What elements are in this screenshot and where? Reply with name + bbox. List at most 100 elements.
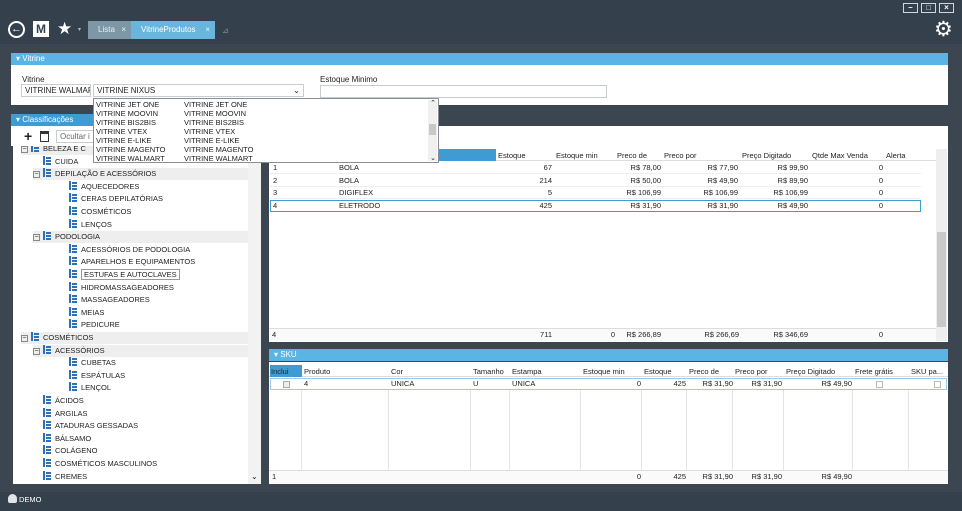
- add-icon[interactable]: +: [24, 128, 33, 144]
- checkbox[interactable]: [876, 381, 883, 388]
- chevron-down-icon[interactable]: ⌄: [251, 472, 258, 481]
- sku-column-header[interactable]: Preco por: [735, 367, 768, 376]
- table-cell: BOLA: [339, 175, 360, 185]
- dropdown-option[interactable]: VITRINE E-LIKE VITRINE E-LIKE: [96, 136, 426, 145]
- sku-column-header[interactable]: Estampa: [512, 367, 542, 376]
- chevron-up-icon[interactable]: ⌃: [430, 100, 436, 107]
- dropdown-option[interactable]: VITRINE BIS2BIS VITRINE BIS2BIS: [96, 118, 426, 127]
- logo-icon[interactable]: M: [33, 21, 49, 37]
- tree-node[interactable]: CUIDA: [43, 155, 78, 168]
- trash-icon[interactable]: [40, 131, 49, 142]
- collapse-toggle-icon[interactable]: −: [33, 234, 40, 242]
- dropdown-option[interactable]: VITRINE WALMART VITRINE WALMART: [96, 154, 426, 163]
- tree-node[interactable]: − PODOLOGIA: [33, 231, 248, 244]
- dropdown-option[interactable]: VITRINE JET ONE VITRINE JET ONE: [96, 100, 426, 109]
- option-name: VITRINE VTEX: [184, 127, 236, 136]
- vitrine-field[interactable]: VITRINE WALMAR: [21, 84, 91, 97]
- tree-node[interactable]: CERAS DEPILATÓRIAS: [69, 193, 163, 205]
- tree-scrollbar[interactable]: [248, 146, 261, 484]
- collapse-toggle-icon[interactable]: −: [33, 347, 40, 355]
- tree-node[interactable]: CUBETAS: [69, 357, 116, 369]
- table-row[interactable]: [270, 378, 947, 390]
- tree-node[interactable]: LENÇOL: [69, 382, 111, 394]
- tree-node[interactable]: − COSMÉTICOS: [21, 332, 248, 344]
- collapse-toggle-icon[interactable]: −: [33, 171, 40, 179]
- dropdown-option[interactable]: VITRINE VTEX VITRINE VTEX: [96, 127, 426, 136]
- tree-node[interactable]: ESTUFAS E AUTOCLAVES: [69, 269, 180, 281]
- table-row[interactable]: [270, 200, 921, 213]
- produtos-column-header[interactable]: Qtde Max Venda: [812, 151, 868, 160]
- produtos-column-header[interactable]: Estoque: [498, 151, 526, 160]
- tree-node[interactable]: ÁCIDOS: [43, 395, 84, 407]
- sku-column-header[interactable]: Estoque: [644, 367, 672, 376]
- tree-node[interactable]: − DEPILAÇÃO E ACESSÓRIOS: [33, 168, 248, 181]
- checkbox[interactable]: [283, 381, 290, 388]
- produtos-column-header[interactable]: Preço Digitado: [742, 151, 792, 160]
- produtos-column-header[interactable]: Alerta: [886, 151, 906, 160]
- produtos-column-header[interactable]: Preco por: [664, 151, 697, 160]
- checkbox[interactable]: [934, 381, 941, 388]
- tree-node[interactable]: MASSAGEADORES: [69, 294, 150, 306]
- sku-column-header[interactable]: Inclui: [271, 367, 289, 376]
- category-icon: [69, 256, 77, 266]
- sku-column-header[interactable]: Frete grátis: [855, 367, 893, 376]
- tab-vitrineprodutos[interactable]: VitrineProdutos ×: [131, 21, 215, 39]
- gear-icon[interactable]: ⚙: [934, 18, 953, 41]
- tree-node[interactable]: MEIAS: [69, 306, 104, 319]
- tree-node[interactable]: ACESSÓRIOS DE PODOLOGIA: [69, 243, 190, 256]
- collapse-toggle-icon[interactable]: −: [21, 335, 28, 342]
- table-row[interactable]: [270, 162, 921, 174]
- sku-header[interactable]: ▾ SKU: [269, 349, 948, 361]
- minimize-button[interactable]: –: [903, 3, 918, 13]
- estoque-minimo-field[interactable]: [320, 85, 607, 98]
- option-code: VITRINE MAGENTO: [96, 145, 166, 154]
- sku-column-header[interactable]: Preco de: [689, 367, 720, 376]
- tree-node[interactable]: ARGILAS: [43, 407, 88, 420]
- tree-node[interactable]: AQUECEDORES: [69, 180, 139, 193]
- vitrine-combo[interactable]: VITRINE NIXUS ⌄: [93, 84, 304, 97]
- tree-node[interactable]: COLÁGENO: [43, 445, 98, 457]
- vitrine-header[interactable]: ▾ Vitrine: [11, 53, 948, 65]
- tree-node[interactable]: CREMES: [43, 470, 87, 483]
- table-cell: R$ 31,90: [707, 201, 738, 211]
- produtos-column-header[interactable]: Preco de: [617, 151, 648, 160]
- dropdown-option[interactable]: VITRINE MAGENTO VITRINE MAGENTO: [96, 145, 426, 154]
- sku-column-header[interactable]: Estoque min: [583, 367, 625, 376]
- tree-node[interactable]: COSMÉTICOS MASCULINOS: [43, 458, 157, 470]
- back-icon[interactable]: ←: [8, 21, 25, 38]
- produtos-column-header[interactable]: Estoque min: [556, 151, 598, 160]
- chevron-down-icon: ⌄: [293, 86, 300, 95]
- pin-icon[interactable]: ⊿: [222, 26, 229, 35]
- dropdown-option[interactable]: VITRINE MOOVIN VITRINE MOOVIN: [96, 109, 426, 118]
- tree-node[interactable]: LENÇOS: [69, 218, 112, 231]
- close-icon[interactable]: ×: [121, 25, 126, 34]
- column-divider: [509, 390, 510, 470]
- maximize-button[interactable]: □: [921, 3, 936, 13]
- chevron-down-icon[interactable]: ▾: [78, 27, 82, 33]
- ocultar-button[interactable]: Ocultar i: [56, 130, 96, 143]
- sku-column-header[interactable]: SKU pa...: [911, 367, 944, 376]
- tree-node[interactable]: COSMÉTICOS: [69, 206, 131, 218]
- star-icon[interactable]: ★: [57, 19, 73, 38]
- tree-node[interactable]: BÁLSAMO: [43, 432, 91, 445]
- table-row[interactable]: [270, 175, 921, 187]
- sku-column-header[interactable]: Produto: [304, 367, 331, 376]
- table-row[interactable]: [270, 187, 921, 200]
- tree-node[interactable]: PEDICURE: [69, 319, 120, 331]
- collapse-toggle-icon[interactable]: −: [21, 146, 28, 153]
- sku-column-header[interactable]: Cor: [391, 367, 404, 376]
- tree-node[interactable]: ATADURAS GESSADAS: [43, 420, 138, 432]
- sku-column-header[interactable]: Preço Digitado: [786, 367, 836, 376]
- tree-node[interactable]: APARELHOS E EQUIPAMENTOS: [69, 256, 195, 268]
- chevron-down-icon[interactable]: ⌄: [430, 155, 436, 162]
- tree-node[interactable]: − ACESSÓRIOS: [33, 344, 248, 357]
- close-icon[interactable]: ×: [205, 25, 210, 34]
- sku-column-header[interactable]: Tamanho: [473, 367, 504, 376]
- tree-node[interactable]: ESPÁTULAS: [69, 369, 125, 382]
- close-window-button[interactable]: ×: [939, 3, 954, 13]
- produtos-scroll-thumb[interactable]: [937, 232, 946, 327]
- category-icon: [43, 231, 51, 241]
- dropdown-scroll-thumb[interactable]: [429, 124, 436, 135]
- tab-lista[interactable]: Lista ×: [88, 21, 131, 39]
- tree-node[interactable]: HIDROMASSAGEADORES: [69, 281, 174, 294]
